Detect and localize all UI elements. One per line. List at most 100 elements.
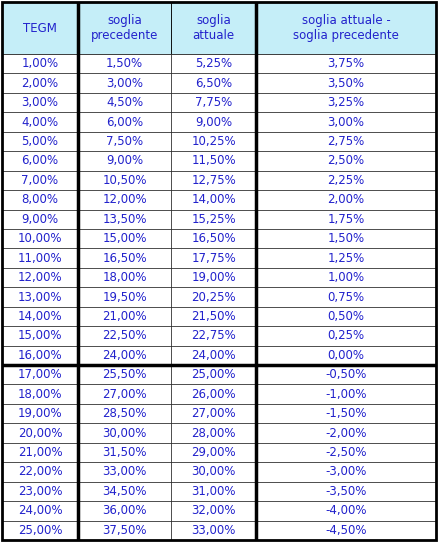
Text: 24,00%: 24,00% [102, 349, 147, 362]
Text: 0,50%: 0,50% [328, 310, 364, 323]
Text: 11,50%: 11,50% [191, 154, 236, 167]
Text: 31,00%: 31,00% [191, 485, 236, 498]
Bar [256, 287, 436, 307]
Text: 1,00%: 1,00% [327, 271, 364, 284]
Text: 33,00%: 33,00% [102, 466, 147, 479]
Bar [2, 423, 78, 443]
Text: 12,00%: 12,00% [18, 271, 62, 284]
Text: -3,00%: -3,00% [325, 466, 367, 479]
Text: soglia
attuale: soglia attuale [193, 14, 235, 42]
Text: -2,00%: -2,00% [325, 427, 367, 440]
Bar [171, 171, 256, 190]
Bar [171, 151, 256, 171]
Bar [2, 482, 78, 501]
Bar [78, 190, 171, 210]
Bar [78, 287, 171, 307]
Text: 2,25%: 2,25% [327, 174, 364, 187]
Bar [78, 423, 171, 443]
Bar [171, 2, 256, 54]
Bar [2, 365, 78, 384]
Text: 27,00%: 27,00% [191, 407, 236, 420]
Text: 28,50%: 28,50% [102, 407, 147, 420]
Bar [78, 482, 171, 501]
Text: 32,00%: 32,00% [191, 505, 236, 518]
Bar [256, 93, 436, 112]
Text: 33,00%: 33,00% [191, 524, 236, 537]
Bar [2, 443, 78, 462]
Bar [2, 268, 78, 287]
Bar [256, 346, 436, 365]
Text: 14,00%: 14,00% [191, 193, 236, 207]
Text: 18,00%: 18,00% [102, 271, 147, 284]
Bar [171, 462, 256, 482]
Bar [2, 501, 78, 520]
Bar [2, 93, 78, 112]
Text: 30,00%: 30,00% [191, 466, 236, 479]
Text: 7,50%: 7,50% [106, 135, 143, 148]
Text: 26,00%: 26,00% [191, 388, 236, 401]
Text: 1,50%: 1,50% [327, 232, 364, 245]
Bar [171, 287, 256, 307]
Text: 17,75%: 17,75% [191, 251, 236, 264]
Text: 2,75%: 2,75% [327, 135, 364, 148]
Text: 9,00%: 9,00% [195, 115, 232, 128]
Bar [256, 2, 436, 54]
Text: 23,00%: 23,00% [18, 485, 62, 498]
Bar [78, 384, 171, 404]
Bar [78, 462, 171, 482]
Text: -0,50%: -0,50% [325, 368, 367, 381]
Bar [2, 326, 78, 346]
Bar [171, 248, 256, 268]
Text: 22,50%: 22,50% [102, 330, 147, 343]
Text: -1,00%: -1,00% [325, 388, 367, 401]
Text: 16,50%: 16,50% [102, 251, 147, 264]
Text: 22,00%: 22,00% [18, 466, 62, 479]
Text: 16,50%: 16,50% [191, 232, 236, 245]
Bar [171, 443, 256, 462]
Bar [78, 229, 171, 248]
Bar [171, 93, 256, 112]
Bar [2, 2, 78, 54]
Bar [78, 520, 171, 540]
Text: 2,00%: 2,00% [21, 76, 59, 89]
Bar [2, 73, 78, 93]
Text: 7,75%: 7,75% [195, 96, 232, 109]
Bar [171, 268, 256, 287]
Text: -1,50%: -1,50% [325, 407, 367, 420]
Bar [256, 501, 436, 520]
Bar [171, 132, 256, 151]
Text: 19,00%: 19,00% [18, 407, 62, 420]
Bar [171, 520, 256, 540]
Bar [256, 307, 436, 326]
Bar [78, 93, 171, 112]
Bar [256, 462, 436, 482]
Bar [171, 326, 256, 346]
Bar [2, 520, 78, 540]
Text: 18,00%: 18,00% [18, 388, 62, 401]
Bar [2, 190, 78, 210]
Bar [2, 229, 78, 248]
Bar [171, 404, 256, 423]
Text: 3,00%: 3,00% [21, 96, 59, 109]
Text: 8,00%: 8,00% [21, 193, 59, 207]
Text: 3,00%: 3,00% [328, 115, 364, 128]
Bar [256, 248, 436, 268]
Bar [171, 423, 256, 443]
Bar [171, 307, 256, 326]
Text: 5,00%: 5,00% [21, 135, 59, 148]
Text: 10,50%: 10,50% [102, 174, 147, 187]
Text: 9,00%: 9,00% [21, 213, 59, 225]
Bar [256, 423, 436, 443]
Text: 21,00%: 21,00% [18, 446, 62, 459]
Text: 13,50%: 13,50% [102, 213, 147, 225]
Bar [2, 151, 78, 171]
Bar [2, 384, 78, 404]
Bar [256, 443, 436, 462]
Text: 5,25%: 5,25% [195, 57, 232, 70]
Bar [2, 307, 78, 326]
Bar [2, 404, 78, 423]
Bar [78, 248, 171, 268]
Bar [256, 365, 436, 384]
Text: 36,00%: 36,00% [102, 505, 147, 518]
Bar [171, 54, 256, 73]
